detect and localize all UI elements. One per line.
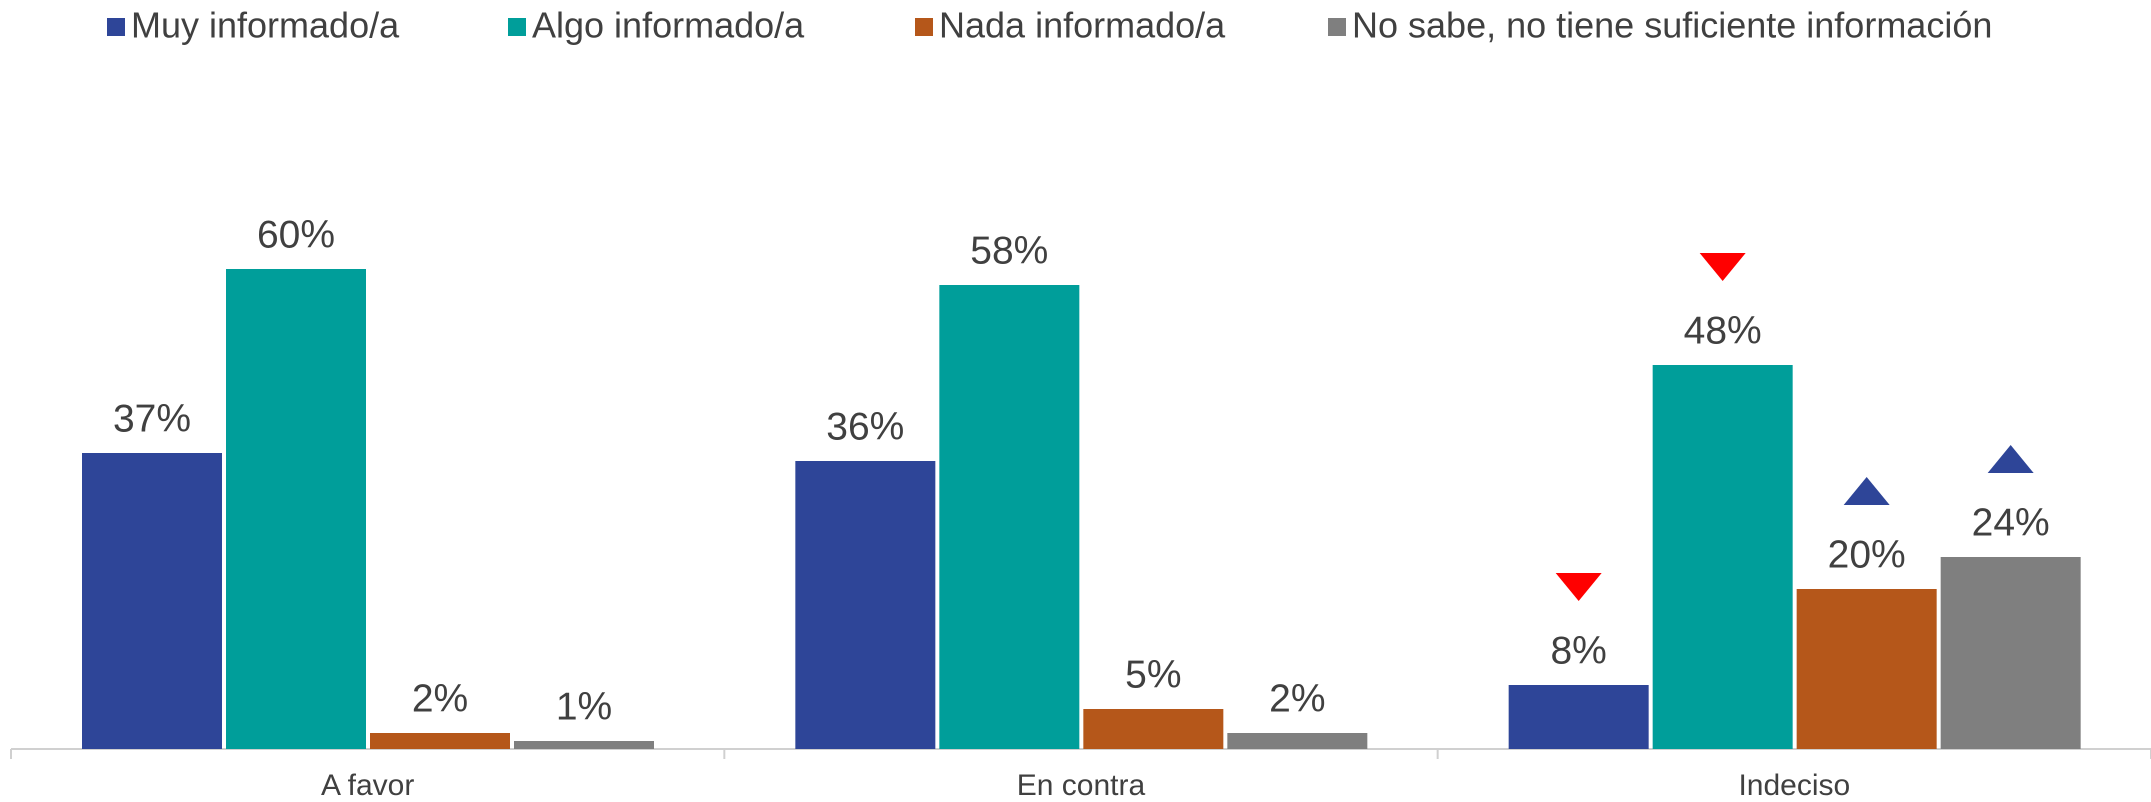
- bar: [1940, 557, 2081, 749]
- bar: [514, 741, 654, 749]
- x-tick-label: A favor: [321, 769, 414, 802]
- bar: [1652, 365, 1793, 749]
- bar: [226, 269, 366, 749]
- data-label: 48%: [1684, 309, 1762, 352]
- legend-swatch: [1328, 18, 1346, 36]
- trend-arrow: [1555, 573, 1602, 601]
- bar: [1796, 589, 1937, 749]
- data-label: 8%: [1550, 629, 1606, 672]
- data-label: 5%: [1125, 653, 1181, 696]
- trend-arrow: [1699, 253, 1746, 281]
- data-label: 20%: [1828, 533, 1906, 576]
- trend-arrow: [1843, 477, 1890, 505]
- bar: [370, 733, 510, 749]
- legend-label: Algo informado/a: [532, 5, 805, 46]
- bar: [1083, 709, 1224, 749]
- trend-arrow: [1987, 445, 2034, 473]
- legend-swatch: [107, 18, 125, 36]
- legend-label: Nada informado/a: [939, 5, 1226, 46]
- data-label: 37%: [113, 397, 191, 440]
- bar: [939, 285, 1080, 749]
- bar: [82, 453, 222, 749]
- legend-swatch: [915, 18, 933, 36]
- data-label: 36%: [826, 405, 904, 448]
- data-label: 58%: [970, 229, 1048, 272]
- legend-swatch: [508, 18, 526, 36]
- legend-label: Muy informado/a: [131, 5, 400, 46]
- x-tick-label: Indeciso: [1738, 769, 1850, 802]
- data-label: 2%: [1269, 677, 1325, 720]
- bar: [795, 461, 936, 749]
- legend-label: No sabe, no tiene suficiente información: [1352, 5, 1992, 46]
- data-label: 24%: [1972, 501, 2050, 544]
- x-tick-label: En contra: [1017, 769, 1146, 802]
- bar: [1227, 733, 1368, 749]
- data-label: 1%: [556, 685, 612, 728]
- data-label: 60%: [257, 213, 335, 256]
- bar: [1508, 685, 1649, 749]
- data-label: 2%: [412, 677, 468, 720]
